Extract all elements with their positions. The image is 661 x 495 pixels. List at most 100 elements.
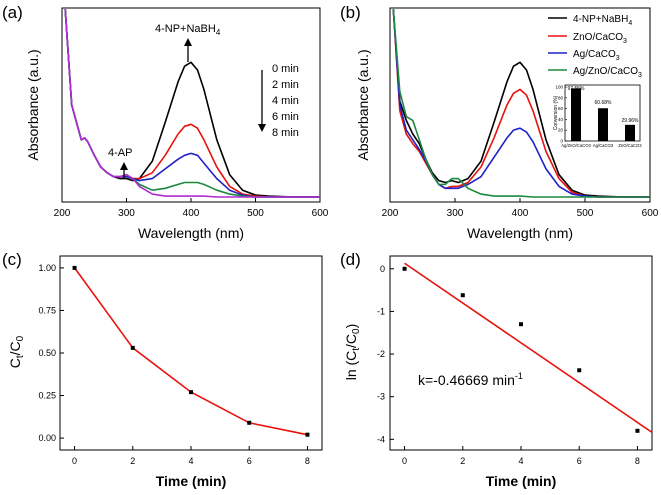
series-line-2 [392, 8, 650, 198]
inset-category-1: Ag/ZnO/CaCO3 [561, 143, 591, 148]
d-y-tick-label-1: -1 [377, 306, 385, 316]
legend-label-4np: 4-NP+NaBH4 [573, 14, 632, 27]
panel-a-4ap-arrow-head [120, 162, 128, 170]
c-point-2 [189, 390, 193, 395]
x-tick-label-4: 600 [642, 208, 659, 219]
inset-bar-2 [625, 124, 635, 141]
time-label-0: 0 min [272, 63, 299, 75]
panel-a: (a) 200 300 400 500 600 Wavelength (nm) Abso… [2, 3, 329, 241]
c-curve [73, 267, 308, 436]
inset-category-3: ZnO/CaCO3 [618, 143, 642, 148]
time-label-1: 2 min [272, 79, 299, 91]
x-tick-label-1: 300 [118, 208, 135, 219]
panel-c-ticks: 0 2 4 6 8 0.00 0.25 0.50 0.75 1.00 [38, 263, 309, 466]
series-line-3 [392, 8, 650, 198]
x-tick-label-3: 500 [577, 208, 594, 219]
x-tick-label-0: 200 [382, 208, 399, 219]
d-x-tick-label-1: 2 [460, 456, 465, 466]
panel-a-xticks: 200 300 400 500 600 [54, 198, 329, 219]
d-y-tick-label-3: -3 [377, 392, 385, 402]
series-line-4 [64, 8, 320, 198]
panel-c-label: (c) [2, 250, 22, 269]
d-x-tick-label-0: 0 [402, 456, 407, 466]
c-point-1 [130, 345, 135, 350]
d-point-2 [519, 322, 523, 327]
panel-d: (d) 0 2 4 6 8 0 -1 -2 -3 -4 Time (min) ln (Ct/C0)… [340, 250, 653, 489]
d-point-3 [577, 368, 582, 373]
d-point-4 [635, 428, 640, 433]
d-fit-line [404, 262, 653, 434]
d-y-tick-label-0: 0 [380, 264, 385, 274]
inset-yticks: 0 20 40 60 80 100 [555, 85, 567, 144]
panel-d-ylabel: ln (Ct/C0) [343, 324, 362, 381]
inset-value-2: 60.68% [595, 100, 613, 106]
c-point-0 [72, 265, 77, 270]
inset-ytick-label-5: 100 [555, 85, 563, 90]
panel-a-label: (a) [2, 3, 23, 22]
d-x-tick-label-2: 4 [518, 456, 523, 466]
inset-value-1: 97.55% [568, 86, 586, 92]
inset-value-3: 29.96% [622, 118, 640, 124]
inset-ytick-label-2: 40 [558, 117, 564, 122]
inset-category-2: Ag/CaCO3 [593, 143, 614, 148]
x-tick-label-0: 200 [54, 208, 71, 219]
panel-c: (c) 0 2 4 6 8 0.00 0.25 0.50 0.75 1.00 Time (min)… [2, 250, 323, 489]
c-y-tick-label-1: 0.25 [38, 391, 56, 401]
d-y-tick-label-4: -4 [377, 434, 385, 444]
c-point-4 [305, 432, 310, 437]
panel-d-xlabel: Time (min) [486, 473, 557, 489]
panel-a-reagent-title: 4-NP+NaBH4 [155, 23, 221, 37]
time-label-3: 6 min [272, 111, 299, 123]
panel-d-ticks: 0 2 4 6 8 0 -1 -2 -3 -4 [377, 264, 640, 466]
panel-b: (b) 200 300 400 500 600 Wavelength (nm) Abso… [340, 3, 659, 241]
panel-d-plot [402, 262, 653, 434]
panel-b-xlabel: Wavelength (nm) [467, 225, 573, 241]
c-y-tick-label-4: 1.00 [38, 263, 56, 273]
panel-d-rate-constant: k=-0.46669 min-1 [418, 371, 523, 388]
panel-a-time-labels: 0 min 2 min 4 min 6 min 8 min [272, 63, 299, 139]
legend-label-zno: ZnO/CaCO3 [573, 32, 627, 45]
d-y-tick-label-2: -2 [377, 349, 385, 359]
panel-c-xlabel: Time (min) [156, 473, 227, 489]
panel-b-ylabel: Absorbance (a.u.) [355, 49, 371, 160]
c-x-tick-label-0: 0 [72, 456, 77, 466]
time-label-4: 8 min [272, 127, 299, 139]
panel-b-curves [392, 8, 650, 198]
d-x-tick-label-4: 8 [635, 456, 640, 466]
panel-c-ylabel: Ct/C0 [7, 335, 26, 368]
c-y-tick-label-2: 0.50 [38, 348, 56, 358]
legend-label-agzno: Ag/ZnO/CaCO3 [573, 66, 642, 79]
x-tick-label-2: 400 [512, 208, 529, 219]
inset-ylabel: Conversion (%) [553, 95, 559, 130]
c-point-3 [247, 420, 252, 425]
series-line-0 [392, 8, 650, 198]
panel-a-xlabel: Wavelength (nm) [138, 225, 244, 241]
x-tick-label-4: 600 [312, 208, 329, 219]
inset-ytick-label-3: 60 [558, 106, 564, 111]
x-tick-label-1: 300 [447, 208, 464, 219]
inset-ytick-label-1: 20 [558, 128, 564, 133]
c-x-tick-label-4: 8 [305, 456, 310, 466]
inset-ytick-label-4: 80 [558, 95, 564, 100]
c-y-tick-label-0: 0.00 [38, 433, 56, 443]
d-point-0 [402, 266, 407, 271]
panel-b-xticks: 200 300 400 500 600 [382, 198, 659, 219]
panel-a-up-arrow-head [184, 38, 192, 46]
legend-label-ag: Ag/CaCO3 [573, 49, 620, 62]
d-x-tick-label-3: 6 [577, 456, 582, 466]
inset-bars [571, 88, 635, 141]
panel-b-legend: 4-NP+NaBH4 ZnO/CaCO3 Ag/CaCO3 Ag/ZnO/CaC… [548, 14, 642, 79]
panel-a-curves [64, 8, 320, 198]
time-label-2: 4 min [272, 95, 299, 107]
panel-d-label: (d) [340, 250, 361, 269]
c-x-tick-label-2: 4 [188, 456, 193, 466]
panel-b-label: (b) [340, 3, 361, 22]
x-tick-label-2: 400 [183, 208, 200, 219]
d-point-1 [460, 293, 465, 298]
series-line-1 [392, 8, 650, 198]
c-x-tick-label-1: 2 [130, 456, 135, 466]
panel-c-frame [59, 255, 323, 451]
panel-b-inset: Conversion (%) 0 20 40 60 80 100 97.55% 60.68… [553, 85, 642, 149]
panel-a-ylabel: Absorbance (a.u.) [25, 49, 41, 160]
